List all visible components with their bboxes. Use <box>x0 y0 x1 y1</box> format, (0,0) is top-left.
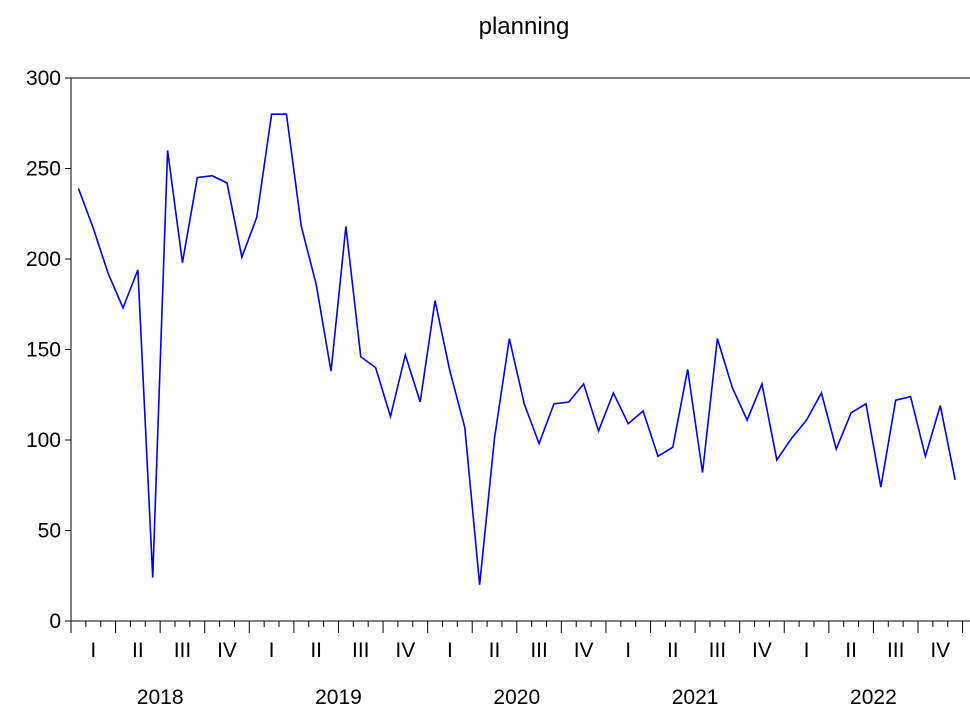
x-quarter-label: II <box>310 639 322 662</box>
y-tick-label: 200 <box>26 248 61 271</box>
x-quarter-label: II <box>132 639 144 662</box>
y-tick-label: 100 <box>26 429 61 452</box>
series-layer <box>77 113 956 585</box>
x-quarter-label: III <box>530 639 548 662</box>
series-line <box>77 113 956 585</box>
y-tick-label: 0 <box>49 610 61 633</box>
x-quarter-label: II <box>845 639 857 662</box>
x-quarter-label: III <box>709 639 727 662</box>
x-year-label: 2022 <box>850 686 897 709</box>
x-quarter-label: IV <box>930 639 950 662</box>
x-quarter-label: I <box>269 639 275 662</box>
x-quarter-label: II <box>489 639 501 662</box>
x-year-label: 2019 <box>315 686 362 709</box>
y-axis: 0 50 100 150 200 250 300 <box>26 67 71 633</box>
x-quarter-label: I <box>625 639 631 662</box>
x-quarter-label: III <box>887 639 905 662</box>
x-quarter-label: IV <box>217 639 237 662</box>
x-quarter-label: II <box>667 639 679 662</box>
x-quarter-label: III <box>352 639 370 662</box>
y-tick-label: 50 <box>38 520 61 543</box>
x-axis: I II III IV I II III IV I II III IV I II III IV I II III IV… <box>70 621 964 709</box>
x-year-label: 2020 <box>493 686 540 709</box>
x-year-label: 2021 <box>672 686 719 709</box>
y-tick-label: 250 <box>26 158 61 181</box>
x-quarter-label: I <box>447 639 453 662</box>
x-quarter-label: IV <box>574 639 594 662</box>
x-quarter-label: I <box>90 639 96 662</box>
chart-title: planning <box>479 13 570 40</box>
x-quarter-label: IV <box>752 639 772 662</box>
x-year-label: 2018 <box>137 686 184 709</box>
x-quarter-label: I <box>804 639 810 662</box>
plot-frame <box>70 77 970 622</box>
x-quarter-label: IV <box>395 639 415 662</box>
y-tick-label: 300 <box>26 67 61 90</box>
y-tick-label: 150 <box>26 339 61 362</box>
x-quarter-label: III <box>174 639 192 662</box>
